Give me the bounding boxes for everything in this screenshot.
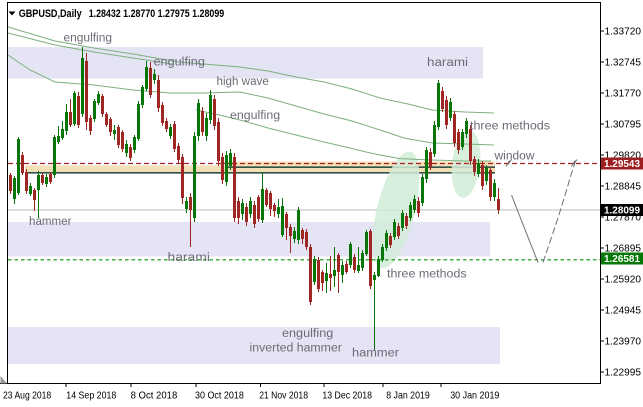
svg-text:three methods: three methods bbox=[470, 121, 550, 133]
svg-text:hammer: hammer bbox=[29, 216, 72, 228]
svg-text:hammer: hammer bbox=[352, 348, 399, 360]
svg-text:1.26581: 1.26581 bbox=[604, 254, 640, 265]
svg-text:21 Nov 2018: 21 Nov 2018 bbox=[259, 391, 308, 402]
svg-text:1.28845: 1.28845 bbox=[605, 182, 642, 193]
svg-text:harami: harami bbox=[168, 252, 210, 264]
svg-text:1.22995: 1.22995 bbox=[605, 368, 642, 379]
svg-text:1.32745: 1.32745 bbox=[605, 58, 642, 69]
svg-text:1.23970: 1.23970 bbox=[605, 337, 642, 348]
svg-text:engulfing: engulfing bbox=[230, 110, 280, 122]
svg-text:engulfing: engulfing bbox=[154, 57, 205, 69]
svg-text:three methods: three methods bbox=[387, 269, 467, 281]
svg-text:1.29820: 1.29820 bbox=[605, 151, 642, 162]
svg-text:harami: harami bbox=[427, 57, 468, 69]
svg-text:high wave: high wave bbox=[217, 76, 269, 88]
svg-text:13 Dec 2018: 13 Dec 2018 bbox=[322, 391, 372, 402]
svg-text:1.33720: 1.33720 bbox=[605, 27, 642, 38]
svg-text:1.28432 1.28770 1.27975 1.2809: 1.28432 1.28770 1.27975 1.28099 bbox=[89, 8, 225, 20]
svg-text:8 Oct 2018: 8 Oct 2018 bbox=[131, 391, 178, 402]
svg-text:window: window bbox=[493, 150, 535, 162]
svg-text:1.24945: 1.24945 bbox=[605, 306, 642, 317]
svg-text:30 Jan 2019: 30 Jan 2019 bbox=[450, 391, 500, 402]
svg-text:1.30795: 1.30795 bbox=[605, 120, 642, 131]
svg-text:inverted hammer: inverted hammer bbox=[250, 342, 343, 354]
svg-text:engulfing: engulfing bbox=[64, 33, 113, 45]
svg-text:1.26895: 1.26895 bbox=[605, 244, 642, 255]
svg-text:30 Oct 2018: 30 Oct 2018 bbox=[195, 391, 244, 402]
svg-text:1.31770: 1.31770 bbox=[605, 89, 642, 100]
svg-text:1.29543: 1.29543 bbox=[604, 159, 640, 170]
svg-text:GBPUSD,Daily: GBPUSD,Daily bbox=[19, 8, 83, 20]
svg-text:1.28099: 1.28099 bbox=[604, 206, 640, 217]
svg-text:1.25920: 1.25920 bbox=[605, 275, 642, 286]
svg-text:8 Jan 2019: 8 Jan 2019 bbox=[386, 391, 430, 402]
svg-text:engulfing: engulfing bbox=[282, 328, 333, 340]
svg-text:23 Aug 2018: 23 Aug 2018 bbox=[3, 391, 52, 402]
svg-text:14 Sep 2018: 14 Sep 2018 bbox=[66, 391, 116, 402]
svg-text:1.27870: 1.27870 bbox=[605, 213, 642, 224]
